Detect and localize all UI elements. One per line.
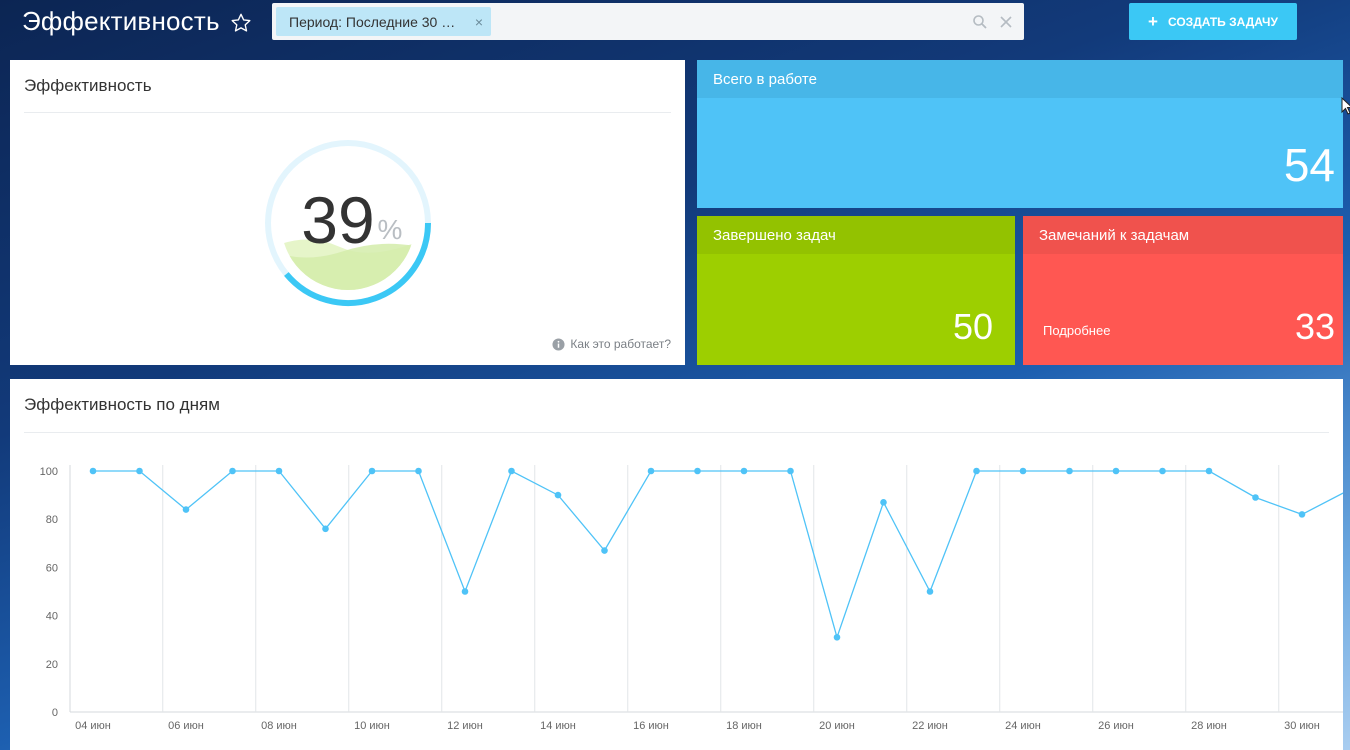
tile-done-label: Завершено задач xyxy=(697,216,1015,254)
star-icon[interactable] xyxy=(230,12,252,34)
chart-data-point xyxy=(787,467,794,475)
chart-data-point xyxy=(973,467,980,475)
chart-data-point xyxy=(322,525,329,533)
chart-data-point xyxy=(1019,467,1027,475)
chart-y-tick-label: 80 xyxy=(46,514,58,526)
search-icon[interactable] xyxy=(972,14,988,30)
chart-data-point xyxy=(136,467,143,475)
daily-efficiency-title: Эффективность по дням xyxy=(24,395,220,414)
chart-data-point xyxy=(694,467,701,475)
chart-data-point xyxy=(275,467,283,475)
card-divider xyxy=(24,432,1329,433)
chart-data-point xyxy=(926,588,934,595)
chart-y-tick-label: 40 xyxy=(46,611,58,623)
chart-data-point xyxy=(833,633,841,641)
chart-data-point xyxy=(1252,494,1259,501)
chart-x-tick-label: 28 июн xyxy=(1191,720,1227,732)
chart-x-tick-label: 18 июн xyxy=(726,720,762,732)
how-it-works-link[interactable]: Как это работает? xyxy=(552,337,671,351)
gauge-value: 39 xyxy=(301,183,374,257)
chart-data-point xyxy=(880,499,887,506)
create-task-button[interactable]: + СОЗДАТЬ ЗАДАЧУ xyxy=(1129,3,1297,40)
chart-data-point xyxy=(89,467,97,475)
tile-task-remarks[interactable]: Замечаний к задачам Подробнее 33 xyxy=(1023,216,1343,365)
daily-efficiency-card: Эффективность по дням 0 20 40 60 80 100 04 июн… xyxy=(10,379,1343,750)
info-icon xyxy=(552,337,565,351)
filter-chip-period[interactable]: Период: Последние 30 … × xyxy=(276,7,491,36)
chart-y-tick-label: 100 xyxy=(40,466,58,478)
chart-data-point xyxy=(182,506,190,513)
gauge-unit: % xyxy=(378,214,403,245)
chart-x-tick-label: 10 июн xyxy=(354,720,390,732)
chart-data-point xyxy=(647,467,655,475)
mouse-cursor-icon xyxy=(1341,97,1350,115)
create-task-label: СОЗДАТЬ ЗАДАЧУ xyxy=(1167,14,1278,29)
chart-x-tick-label: 04 июн xyxy=(75,720,111,732)
chart-y-tick-label: 20 xyxy=(46,659,58,671)
tile-done-value: 50 xyxy=(952,306,993,347)
chart-y-tick-label: 0 xyxy=(52,707,58,719)
tile-remarks-label: Замечаний к задачам xyxy=(1023,216,1343,254)
chart-series-line xyxy=(93,470,1343,640)
card-divider xyxy=(24,112,671,113)
chart-x-tick-label: 20 июн xyxy=(819,720,855,732)
chart-data-point xyxy=(1298,511,1306,518)
daily-efficiency-chart: 0 20 40 60 80 100 04 июн 06 июн 08 июн 10 июн 12 и… xyxy=(40,465,1343,732)
tile-total-in-work[interactable]: Всего в работе 54 xyxy=(697,60,1343,208)
chart-data-point xyxy=(461,588,469,595)
page-title-text: Эффективность xyxy=(22,6,220,36)
chart-data-point xyxy=(1159,467,1166,475)
tile-remarks-value: 33 xyxy=(1294,306,1335,347)
tile-total-label: Всего в работе xyxy=(697,60,1343,98)
chart-x-tick-label: 06 июн xyxy=(168,720,204,732)
clear-icon[interactable] xyxy=(998,14,1014,30)
chart-y-tick-label: 60 xyxy=(46,562,58,574)
plus-icon: + xyxy=(1148,12,1158,31)
gauge-arc xyxy=(284,222,431,306)
efficiency-card: Эффективность 39 % Как это работает? xyxy=(10,60,685,365)
chip-close-icon[interactable]: × xyxy=(474,13,483,30)
chart-x-tick-label: 08 июн xyxy=(261,720,297,732)
how-it-works-text: Как это работает? xyxy=(570,337,671,351)
chart-data-point xyxy=(740,467,748,475)
chart-x-tick-label: 30 июн xyxy=(1284,720,1320,732)
filter-bar[interactable]: Период: Последние 30 … × xyxy=(272,3,1024,40)
chart-data-point xyxy=(1066,467,1073,475)
chart-x-tick-label: 12 июн xyxy=(447,720,483,732)
tile-total-value: 54 xyxy=(1283,139,1335,191)
chart-x-tick-label: 24 июн xyxy=(1005,720,1041,732)
filter-chip-label: Период: Последние 30 … xyxy=(289,13,456,30)
page-title: Эффективность xyxy=(22,6,252,37)
chart-data-point xyxy=(508,467,515,475)
chart-data-point xyxy=(1112,467,1120,475)
chart-data-point xyxy=(554,491,562,499)
chart-data-point xyxy=(601,547,608,554)
chart-data-point xyxy=(1205,467,1213,475)
chart-data-point xyxy=(368,467,376,475)
chart-x-tick-label: 22 июн xyxy=(912,720,948,732)
tile-completed-tasks[interactable]: Завершено задач 50 xyxy=(697,216,1015,365)
remarks-more-link[interactable]: Подробнее xyxy=(1043,323,1111,338)
chart-data-point xyxy=(415,467,422,475)
chart-x-tick-label: 16 июн xyxy=(633,720,669,732)
efficiency-card-title: Эффективность xyxy=(24,76,152,95)
efficiency-gauge: 39 % xyxy=(265,140,431,306)
chart-x-tick-label: 14 июн xyxy=(540,720,576,732)
chart-x-tick-label: 26 июн xyxy=(1098,720,1134,732)
filter-search-input[interactable] xyxy=(491,3,972,40)
chart-data-point xyxy=(229,467,236,475)
